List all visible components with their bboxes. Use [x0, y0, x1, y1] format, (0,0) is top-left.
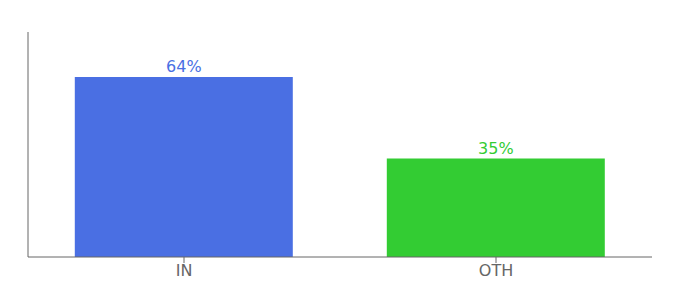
svg-text:IN: IN: [176, 261, 193, 280]
svg-text:64%: 64%: [166, 57, 202, 76]
svg-text:OTH: OTH: [479, 261, 513, 280]
svg-text:35%: 35%: [478, 139, 514, 158]
